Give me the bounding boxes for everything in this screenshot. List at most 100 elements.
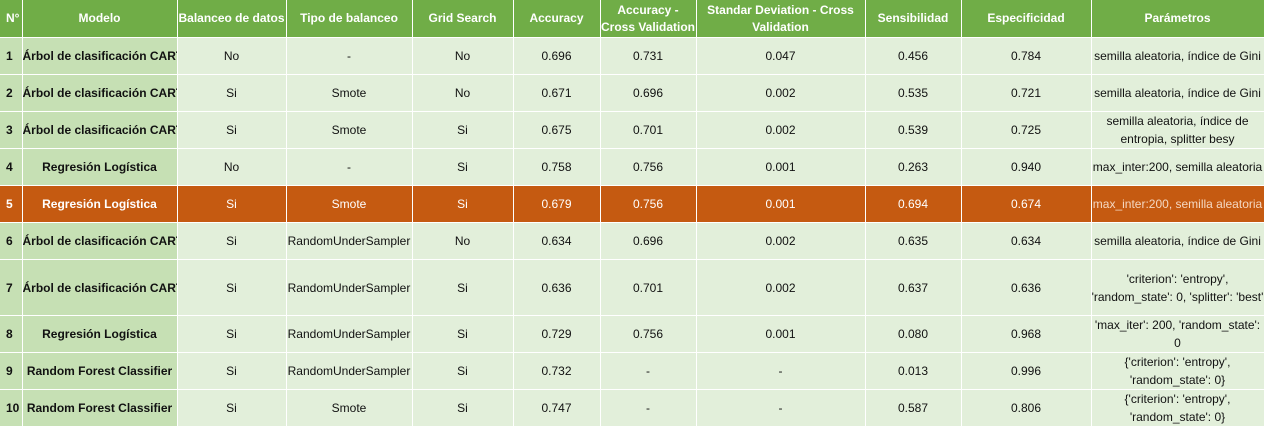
balanceo-cell: Si: [177, 315, 287, 353]
especificidad-cell: 0.636: [961, 259, 1092, 316]
accuracy-cv-cell: 0.701: [600, 259, 697, 316]
balanceo-cell: Si: [177, 111, 287, 149]
model-cell: Árbol de clasificación CART: [22, 37, 178, 75]
parametros-cell: 'criterion': 'entropy', 'random_state': …: [1091, 259, 1264, 316]
accuracy-cell: 0.696: [513, 37, 601, 75]
especificidad-cell: 0.725: [961, 111, 1092, 149]
balanceo-cell: No: [177, 37, 287, 75]
parametros-cell: 'max_iter': 200, 'random_state': 0: [1091, 315, 1264, 353]
row-number: 9: [0, 352, 23, 390]
grid-search-cell: Si: [412, 315, 514, 353]
table-row: 7 Árbol de clasificación CART Si RandomUnde…: [0, 259, 1264, 316]
std-cv-cell: -: [696, 389, 866, 427]
accuracy-cell: 0.634: [513, 222, 601, 260]
tipo-balanceo-cell: RandomUnderSampler: [286, 259, 413, 316]
grid-search-cell: No: [412, 222, 514, 260]
balanceo-cell: Si: [177, 389, 287, 427]
sensibilidad-cell: 0.263: [865, 148, 962, 186]
grid-search-cell: No: [412, 74, 514, 112]
accuracy-cv-cell: 0.696: [600, 74, 697, 112]
sensibilidad-cell: 0.535: [865, 74, 962, 112]
table-row: 8 Regresión Logística Si RandomUnderSampler…: [0, 315, 1264, 353]
accuracy-cell: 0.671: [513, 74, 601, 112]
std-cv-cell: 0.001: [696, 148, 866, 186]
parametros-cell: max_inter:200, semilla aleatoria: [1091, 148, 1264, 186]
parametros-cell: semilla aleatoria, índice de Gini: [1091, 74, 1264, 112]
balanceo-cell: Si: [177, 222, 287, 260]
accuracy-cv-cell: 0.756: [600, 148, 697, 186]
sensibilidad-cell: 0.637: [865, 259, 962, 316]
tipo-balanceo-cell: -: [286, 148, 413, 186]
sensibilidad-cell: 0.013: [865, 352, 962, 390]
sensibilidad-cell: 0.587: [865, 389, 962, 427]
table-body: 1 Árbol de clasificación CART No - No 0.696 0.…: [0, 37, 1264, 427]
parametros-cell: semilla aleatoria, índice de Gini: [1091, 222, 1264, 260]
table-row: 2 Árbol de clasificación CART Si Smote No 0.6…: [0, 74, 1264, 112]
header-n: N°: [0, 0, 23, 38]
row-number: 6: [0, 222, 23, 260]
row-number: 7: [0, 259, 23, 316]
row-number: 8: [0, 315, 23, 353]
accuracy-cv-cell: 0.696: [600, 222, 697, 260]
row-number: 2: [0, 74, 23, 112]
especificidad-cell: 0.784: [961, 37, 1092, 75]
accuracy-cell: 0.636: [513, 259, 601, 316]
especificidad-cell: 0.674: [961, 185, 1092, 223]
std-cv-cell: 0.001: [696, 315, 866, 353]
sensibilidad-cell: 0.080: [865, 315, 962, 353]
header-std-cv: Standar Deviation - Cross Validation: [696, 0, 866, 38]
accuracy-cell: 0.729: [513, 315, 601, 353]
grid-search-cell: Si: [412, 111, 514, 149]
model-cell: Random Forest Classifier: [22, 389, 178, 427]
header-balanceo: Balanceo de datos: [177, 0, 287, 38]
table-row: 3 Árbol de clasificación CART Si Smote Si 0.6…: [0, 111, 1264, 149]
tipo-balanceo-cell: Smote: [286, 111, 413, 149]
balanceo-cell: Si: [177, 74, 287, 112]
accuracy-cv-cell: -: [600, 352, 697, 390]
accuracy-cv-cell: 0.756: [600, 185, 697, 223]
accuracy-cv-cell: -: [600, 389, 697, 427]
header-tipo: Tipo de balanceo: [286, 0, 413, 38]
header-row: N° Modelo Balanceo de datos Tipo de bala…: [0, 0, 1264, 38]
row-number: 10: [0, 389, 23, 427]
balanceo-cell: No: [177, 148, 287, 186]
table-row: 5 Regresión Logística Si Smote Si 0.679 0.756 0…: [0, 185, 1264, 223]
row-number: 5: [0, 185, 23, 223]
accuracy-cv-cell: 0.701: [600, 111, 697, 149]
especificidad-cell: 0.634: [961, 222, 1092, 260]
especificidad-cell: 0.968: [961, 315, 1092, 353]
parametros-cell: {'criterion': 'entropy', 'random_state':…: [1091, 352, 1264, 390]
sensibilidad-cell: 0.694: [865, 185, 962, 223]
model-cell: Regresión Logística: [22, 148, 178, 186]
sensibilidad-cell: 0.635: [865, 222, 962, 260]
tipo-balanceo-cell: Smote: [286, 389, 413, 427]
header-grid: Grid Search: [412, 0, 514, 38]
grid-search-cell: Si: [412, 389, 514, 427]
especificidad-cell: 0.806: [961, 389, 1092, 427]
balanceo-cell: Si: [177, 185, 287, 223]
especificidad-cell: 0.721: [961, 74, 1092, 112]
accuracy-cv-cell: 0.756: [600, 315, 697, 353]
parametros-cell: semilla aleatoria, índice de entropia, s…: [1091, 111, 1264, 149]
std-cv-cell: 0.001: [696, 185, 866, 223]
table-row: 4 Regresión Logística No - Si 0.758 0.756 0.001…: [0, 148, 1264, 186]
tipo-balanceo-cell: Smote: [286, 74, 413, 112]
grid-search-cell: Si: [412, 259, 514, 316]
tipo-balanceo-cell: RandomUnderSampler: [286, 222, 413, 260]
balanceo-cell: Si: [177, 352, 287, 390]
header-especificidad: Especificidad: [961, 0, 1092, 38]
especificidad-cell: 0.940: [961, 148, 1092, 186]
accuracy-cv-cell: 0.731: [600, 37, 697, 75]
tipo-balanceo-cell: -: [286, 37, 413, 75]
sensibilidad-cell: 0.539: [865, 111, 962, 149]
accuracy-cell: 0.732: [513, 352, 601, 390]
header-sensibilidad: Sensibilidad: [865, 0, 962, 38]
model-cell: Árbol de clasificación CART: [22, 222, 178, 260]
accuracy-cell: 0.758: [513, 148, 601, 186]
header-accuracy: Accuracy: [513, 0, 601, 38]
table-row: 1 Árbol de clasificación CART No - No 0.696 0.…: [0, 37, 1264, 75]
accuracy-cell: 0.675: [513, 111, 601, 149]
header-parametros: Parámetros: [1091, 0, 1264, 38]
model-cell: Regresión Logística: [22, 315, 178, 353]
accuracy-cell: 0.747: [513, 389, 601, 427]
